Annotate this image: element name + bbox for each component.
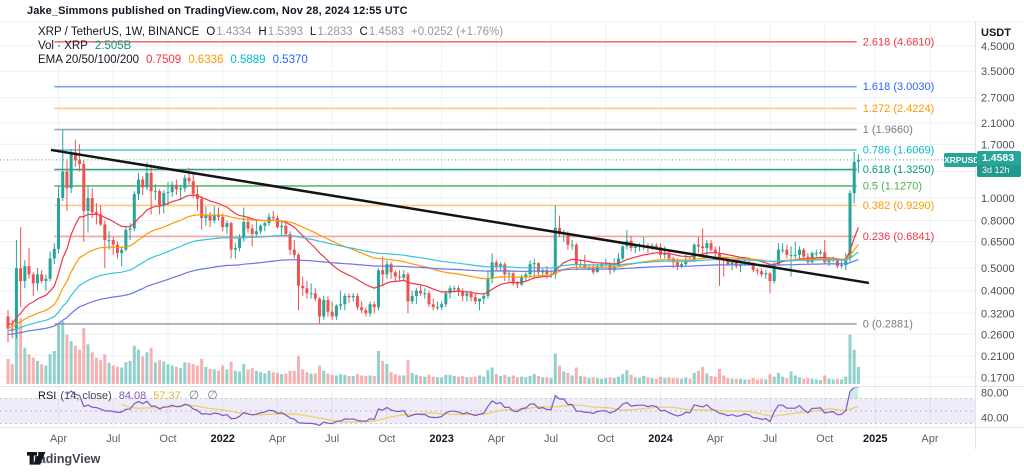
time-axis[interactable]: Apr Jul Oct 2022 Apr Jul Oct 2023 Apr Jul Oct 2024 A…: [50, 433, 939, 445]
time-axis-label: 2022: [210, 433, 234, 445]
rsi-line: [66, 387, 859, 427]
time-axis-label: Jul: [544, 433, 558, 445]
fib-level-label: 1 (1.9660): [863, 124, 913, 136]
price-axis[interactable]: USDT 4.5000 3.5000 2.7000 2.1000 1.7000 1.0000…: [981, 27, 1015, 424]
price-axis-tick: 2.1000: [981, 118, 1015, 130]
time-axis-label: 2024: [648, 433, 673, 445]
price-axis-tick: 1.0000: [981, 193, 1015, 205]
rsi-params: (14, close): [60, 390, 112, 402]
price-axis-tick: 0.1700: [981, 372, 1015, 384]
time-axis-label: Oct: [159, 433, 176, 445]
time-axis-label: Jul: [325, 433, 339, 445]
price-axis-tick: 2.7000: [981, 92, 1015, 104]
chart-legend: XRP / TetherUS, 1W, BINANCE O1.4334 H1.539…: [38, 25, 503, 67]
price-axis-tick: 0.4000: [981, 286, 1015, 298]
volume-value: 2.505B: [94, 40, 132, 52]
fib-level-label: 0.382 (0.9290): [863, 200, 935, 212]
fib-level-label: 1.618 (3.0030): [863, 81, 935, 93]
volume-label[interactable]: Vol · XRP: [38, 40, 88, 52]
price-axis-currency: USDT: [981, 27, 1011, 39]
pane-borders: [0, 21, 1024, 449]
rsi-axis-tick: 40.00: [981, 412, 1009, 424]
ohlc-c: C1.4583: [359, 26, 405, 38]
fib-level-label: 2.618 (4.6810): [863, 36, 935, 48]
rsi-hidden-plot-icon: ∅: [188, 388, 200, 402]
time-axis-label: Apr: [50, 433, 67, 445]
tradingview-logo-icon[interactable]: [27, 452, 46, 465]
fib-level-label: 0 (0.2881): [863, 318, 913, 330]
ema-label[interactable]: EMA 20/50/100/200: [38, 54, 140, 66]
price-axis-tick: 3.5000: [981, 66, 1015, 78]
attribution-text: Jake_Simmons published on TradingView.co…: [27, 5, 408, 17]
time-axis-label: Oct: [816, 433, 833, 445]
time-axis-label: 2023: [429, 433, 453, 445]
fib-level-label: 0.5 (1.1270): [863, 180, 922, 192]
ema-value: 0.7509: [146, 54, 182, 66]
ema-value: 0.5889: [230, 54, 266, 66]
fib-level-label: 1.272 (2.4224): [863, 103, 935, 115]
price-axis-tick: 0.2600: [981, 329, 1015, 341]
tradingview-brand-text[interactable]: TradingView: [27, 452, 101, 466]
time-axis-label: Apr: [707, 433, 724, 445]
price-axis-tick: 0.3200: [981, 308, 1015, 320]
price-axis-tick: 0.8000: [981, 216, 1015, 228]
change-value: +0.0252 (+1.76%): [411, 26, 504, 38]
ohlc-o: O1.4334: [206, 26, 252, 38]
fib-level-label: 0.786 (1.6069): [863, 145, 935, 157]
current-price-value: 1.4583: [982, 152, 1015, 164]
bar-countdown: 3d 12h: [977, 165, 1021, 177]
rsi-title[interactable]: RSI: [38, 390, 57, 402]
rsi-ma-line: [121, 404, 859, 423]
symbol-price-label: XRPUSDT: [944, 153, 985, 167]
ohlc-h: H1.5393: [258, 26, 303, 38]
rsi-legend: RSI (14, close) 84.08 57.37 ∅ ∅: [38, 388, 218, 402]
fib-level-label: 0.618 (1.3250): [863, 164, 935, 176]
ema-200-line: [7, 258, 859, 335]
descending-trendline[interactable]: [50, 148, 870, 285]
fib-level-label: 0.236 (0.6841): [863, 231, 935, 243]
rsi-pane: [0, 387, 975, 427]
ema-value: 0.6336: [188, 54, 224, 66]
ema-100-line: [8, 234, 859, 332]
time-axis-label: Apr: [269, 433, 286, 445]
time-axis-label: Oct: [378, 433, 395, 445]
price-axis-tick: 0.2100: [981, 351, 1015, 363]
price-axis-tick: 0.6500: [981, 237, 1015, 249]
rsi-axis-tick: 80.00: [981, 387, 1009, 399]
legend-symbol-row: XRP / TetherUS, 1W, BINANCE O1.4334 H1.539…: [38, 25, 503, 39]
price-axis-tick: 0.5000: [981, 263, 1015, 275]
fib-retracement-tool[interactable]: 2.618 (4.6810) 1.618 (3.0030) 1.272 (2.422…: [54, 36, 934, 330]
legend-ema-row: EMA 20/50/100/200 0.7509 0.6336 0.5889 0.537…: [38, 53, 503, 67]
legend-volume-row: Vol · XRP 2.505B: [38, 39, 503, 53]
ema-value: 0.5370: [272, 54, 308, 66]
price-axis-tick: 4.5000: [981, 41, 1015, 53]
time-axis-label: 2025: [863, 433, 887, 445]
ohlc-l: L1.2833: [309, 26, 353, 38]
time-axis-label: Oct: [597, 433, 614, 445]
time-axis-label: Jul: [763, 433, 777, 445]
price-axis-tick: 1.7000: [981, 139, 1015, 151]
rsi-value: 84.08: [118, 390, 147, 402]
rsi-hidden-plot-icon: ∅: [207, 388, 218, 402]
current-price-badge[interactable]: 1.4583 3d 12h: [977, 151, 1021, 177]
symbol-title[interactable]: XRP / TetherUS, 1W, BINANCE: [38, 26, 200, 38]
time-axis-label: Apr: [921, 433, 938, 445]
rsi-ma-value: 57.37: [153, 390, 181, 402]
footer: TradingView: [27, 452, 100, 466]
volume-layer: [6, 318, 860, 384]
ema-20-line: [7, 194, 859, 326]
time-axis-label: Apr: [488, 433, 505, 445]
time-axis-label: Jul: [106, 433, 120, 445]
